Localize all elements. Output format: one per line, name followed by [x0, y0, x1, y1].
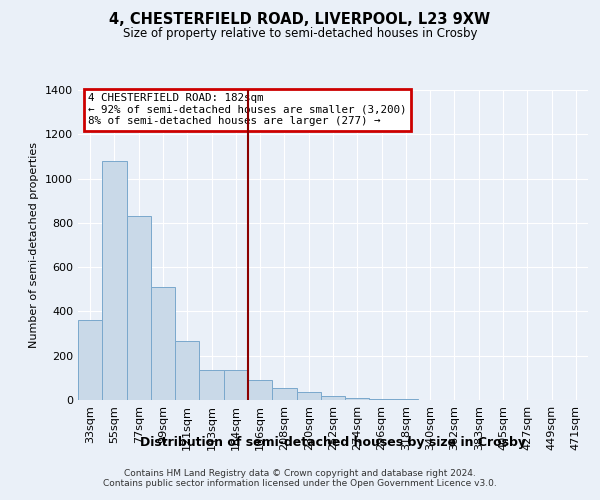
Bar [175, 342, 199, 400]
Bar [224, 370, 248, 400]
Bar [370, 399, 394, 400]
Bar [102, 161, 127, 400]
Bar [78, 320, 102, 400]
Text: Size of property relative to semi-detached houses in Crosby: Size of property relative to semi-detach… [123, 28, 477, 40]
Text: 4 CHESTERFIELD ROAD: 182sqm
← 92% of semi-detached houses are smaller (3,200)
8%: 4 CHESTERFIELD ROAD: 182sqm ← 92% of sem… [88, 93, 407, 126]
Bar [199, 370, 224, 400]
Bar [151, 287, 175, 400]
Bar [394, 399, 418, 400]
Text: 4, CHESTERFIELD ROAD, LIVERPOOL, L23 9XW: 4, CHESTERFIELD ROAD, LIVERPOOL, L23 9XW [109, 12, 491, 28]
Y-axis label: Number of semi-detached properties: Number of semi-detached properties [29, 142, 40, 348]
Bar [127, 216, 151, 400]
Bar [296, 392, 321, 400]
Text: Contains HM Land Registry data © Crown copyright and database right 2024.: Contains HM Land Registry data © Crown c… [124, 468, 476, 477]
Bar [272, 388, 296, 400]
Bar [321, 396, 345, 400]
Bar [345, 398, 370, 400]
Text: Contains public sector information licensed under the Open Government Licence v3: Contains public sector information licen… [103, 478, 497, 488]
Bar [248, 380, 272, 400]
Text: Distribution of semi-detached houses by size in Crosby: Distribution of semi-detached houses by … [140, 436, 526, 449]
